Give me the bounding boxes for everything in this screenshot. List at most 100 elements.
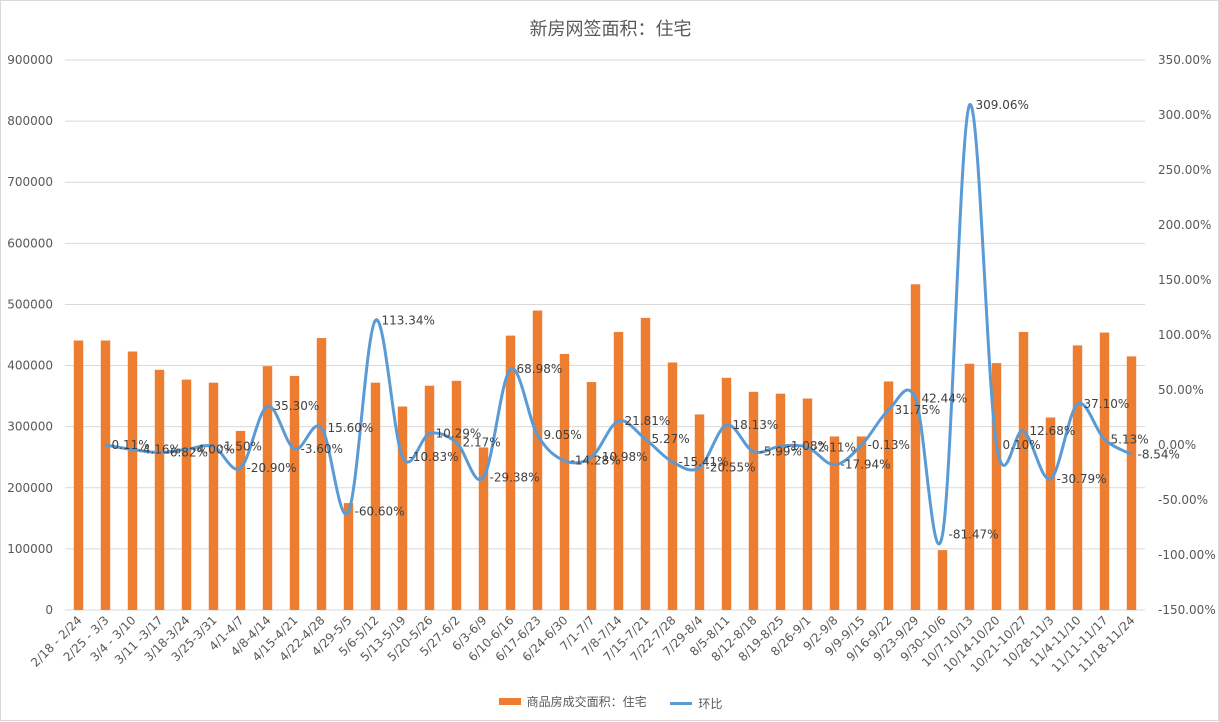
y-left-tick-label: 800000 (7, 114, 53, 128)
line-data-label: 0.11% (112, 438, 150, 452)
bar (964, 363, 975, 610)
bar (478, 447, 489, 610)
bar (532, 310, 543, 610)
bar (100, 340, 111, 610)
line-data-label: 21.81% (625, 414, 671, 428)
chart-title: 新房网签面积：住宅 (529, 19, 692, 40)
line-data-label: 31.75% (895, 403, 941, 417)
y-left-tick-label: 300000 (7, 420, 53, 434)
y-right-tick-label: 50.00% (1158, 383, 1204, 397)
bar (316, 338, 327, 610)
line-data-label: -20.90% (247, 461, 297, 475)
bar (640, 317, 651, 610)
y-right-tick-label: 350.00% (1158, 53, 1211, 67)
bar (559, 353, 570, 610)
y-right-tick-label: 150.00% (1158, 273, 1211, 287)
line-data-label: -3.60% (301, 442, 343, 456)
line-data-label: 10.29% (436, 427, 482, 441)
y-left-tick-label: 0 (45, 603, 53, 617)
bar (343, 503, 354, 610)
line-data-label: -6.82% (166, 446, 208, 460)
bar (370, 382, 381, 610)
line-data-label: -4.00% (193, 442, 235, 456)
bar (73, 340, 84, 610)
line-data-label: 15.60% (328, 421, 374, 435)
line-data-label: 18.13% (733, 418, 779, 432)
line-data-label: -1.50% (220, 440, 262, 454)
line-data-label: -5.99% (760, 445, 802, 459)
bar (424, 385, 435, 610)
bar (208, 382, 219, 610)
bar (829, 436, 840, 610)
bar (289, 375, 300, 610)
y-left-tick-label: 100000 (7, 542, 53, 556)
legend-swatch-line (670, 702, 693, 705)
legend-label-bar: 商品房成交面积：住宅 (526, 695, 647, 709)
bar (397, 406, 408, 610)
bar (991, 363, 1002, 610)
bar (1018, 331, 1029, 610)
line-data-label: -30.79% (1057, 472, 1107, 486)
bar (910, 284, 921, 610)
bar (262, 366, 273, 610)
bar (748, 391, 759, 610)
y-left-tick-label: 600000 (7, 236, 53, 250)
legend-item-line: 环比 (670, 695, 722, 712)
bar (775, 393, 786, 610)
y-right-tick-label: 0.00% (1158, 438, 1196, 452)
bar (127, 351, 138, 610)
legend-label-line: 环比 (698, 697, 723, 711)
legend: 商品房成交面积：住宅 环比 (1, 693, 1219, 712)
legend-item-bar: 商品房成交面积：住宅 (498, 693, 647, 710)
bar (451, 380, 462, 610)
bar (505, 335, 516, 610)
y-right-tick-label: -50.00% (1158, 493, 1208, 507)
line-data-label: 35.30% (274, 399, 320, 413)
line-data-label: -81.47% (949, 528, 999, 542)
bar (856, 436, 867, 610)
line-data-label: 309.06% (976, 98, 1029, 112)
line-data-label: 42.44% (922, 391, 968, 405)
bar (802, 398, 813, 610)
y-right-tick-label: 100.00% (1158, 328, 1211, 342)
bar (1072, 345, 1083, 610)
bar (1045, 417, 1056, 610)
bar (613, 331, 624, 610)
bar (1099, 332, 1110, 610)
y-right-tick-label: 250.00% (1158, 163, 1211, 177)
legend-swatch-bar (498, 698, 521, 705)
line-data-label: -14.28% (571, 454, 621, 468)
bar (883, 381, 894, 610)
line-data-label: -1.08% (787, 439, 829, 453)
line-data-label: 0.10% (1003, 438, 1041, 452)
y-left-tick-label: 900000 (7, 53, 53, 67)
bar (937, 550, 948, 610)
y-left-tick-label: 400000 (7, 359, 53, 373)
line-data-label: -0.13% (868, 438, 910, 452)
bar (586, 382, 597, 610)
line-data-label: 113.34% (382, 313, 435, 327)
line-data-label: 12.68% (1030, 424, 1076, 438)
bar (694, 414, 705, 610)
line-data-label: -10.83% (409, 450, 459, 464)
line-data-label: -8.54% (1138, 447, 1180, 461)
line-data-label: 2.17% (463, 436, 501, 450)
line-data-label: 68.98% (517, 362, 563, 376)
line-data-label: -17.94% (841, 458, 891, 472)
line-data-label: -60.60% (355, 505, 405, 519)
y-right-tick-label: -150.00% (1158, 603, 1216, 617)
y-left-tick-label: 700000 (7, 175, 53, 189)
line-data-label: -2.11% (814, 440, 856, 454)
line-data-label: -29.38% (490, 470, 540, 484)
y-left-tick-label: 200000 (7, 481, 53, 495)
series-line-huanbi (105, 103, 1133, 546)
line-data-label: 9.05% (544, 428, 582, 442)
bar (154, 369, 165, 610)
bar (667, 362, 678, 610)
line-data-label: -20.55% (706, 461, 756, 475)
line-data-label: -4.16% (139, 443, 181, 457)
bar (721, 377, 732, 610)
line-data-label: -15.41% (679, 455, 729, 469)
